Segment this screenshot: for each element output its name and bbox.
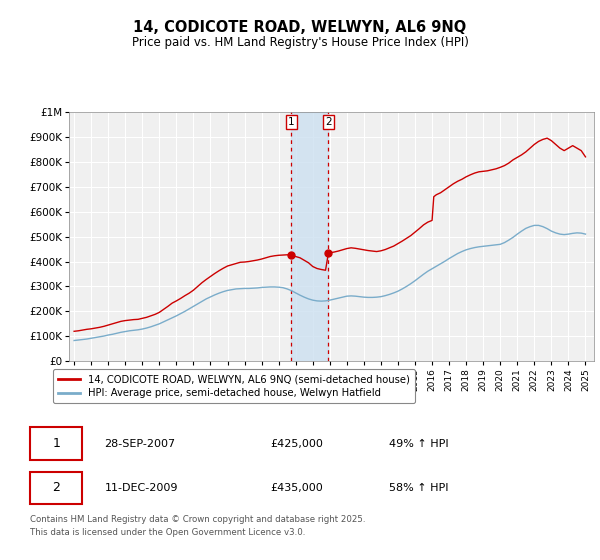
Text: 1: 1 <box>288 117 295 127</box>
Text: 28-SEP-2007: 28-SEP-2007 <box>104 438 176 449</box>
Text: 11-DEC-2009: 11-DEC-2009 <box>104 483 178 493</box>
Text: Price paid vs. HM Land Registry's House Price Index (HPI): Price paid vs. HM Land Registry's House … <box>131 36 469 49</box>
Bar <box>292 112 328 361</box>
Text: 1: 1 <box>53 437 61 450</box>
Text: 58% ↑ HPI: 58% ↑ HPI <box>389 483 448 493</box>
Text: 2: 2 <box>53 482 61 494</box>
Text: Contains HM Land Registry data © Crown copyright and database right 2025.
This d: Contains HM Land Registry data © Crown c… <box>30 515 365 536</box>
FancyBboxPatch shape <box>30 427 82 460</box>
Text: 2: 2 <box>325 117 332 127</box>
Text: 49% ↑ HPI: 49% ↑ HPI <box>389 438 448 449</box>
Text: £425,000: £425,000 <box>270 438 323 449</box>
Legend: 14, CODICOTE ROAD, WELWYN, AL6 9NQ (semi-detached house), HPI: Average price, se: 14, CODICOTE ROAD, WELWYN, AL6 9NQ (semi… <box>53 369 415 403</box>
FancyBboxPatch shape <box>30 472 82 504</box>
Text: £435,000: £435,000 <box>270 483 323 493</box>
Text: 14, CODICOTE ROAD, WELWYN, AL6 9NQ: 14, CODICOTE ROAD, WELWYN, AL6 9NQ <box>133 20 467 35</box>
